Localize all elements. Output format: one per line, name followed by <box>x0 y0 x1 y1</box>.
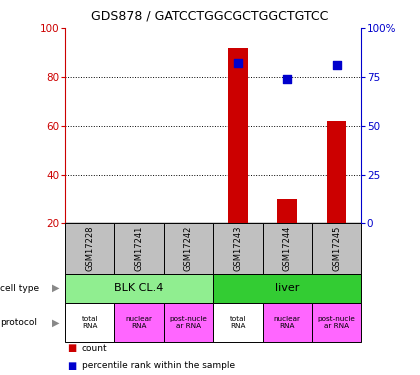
Text: GDS878 / GATCCTGGCGCTGGCTGTCC: GDS878 / GATCCTGGCGCTGGCTGTCC <box>91 9 329 22</box>
Bar <box>277 199 297 223</box>
Text: GSM17244: GSM17244 <box>283 226 291 271</box>
Bar <box>213 274 361 303</box>
Bar <box>213 224 262 274</box>
Text: liver: liver <box>275 283 299 293</box>
Text: GSM17245: GSM17245 <box>332 226 341 271</box>
Text: total
RNA: total RNA <box>81 316 98 329</box>
Bar <box>164 303 213 342</box>
Bar <box>312 224 361 274</box>
Point <box>284 76 291 82</box>
Point <box>234 60 241 66</box>
Text: ■: ■ <box>67 344 76 353</box>
Bar <box>262 224 312 274</box>
Text: nuclear
RNA: nuclear RNA <box>274 316 301 329</box>
Text: count: count <box>82 344 108 353</box>
Text: nuclear
RNA: nuclear RNA <box>126 316 152 329</box>
Text: protocol: protocol <box>0 318 37 327</box>
Bar <box>228 48 248 224</box>
Text: ■: ■ <box>67 361 76 371</box>
Text: total
RNA: total RNA <box>230 316 246 329</box>
Text: cell type: cell type <box>0 284 39 293</box>
Bar <box>114 224 164 274</box>
Point <box>333 62 340 68</box>
Text: ▶: ▶ <box>52 317 60 327</box>
Text: post-nucle
ar RNA: post-nucle ar RNA <box>170 316 207 329</box>
Bar <box>65 303 114 342</box>
Text: ▶: ▶ <box>52 283 60 293</box>
Bar <box>262 303 312 342</box>
Bar <box>327 121 346 224</box>
Bar <box>114 303 164 342</box>
Bar <box>312 303 361 342</box>
Text: BLK CL.4: BLK CL.4 <box>114 283 164 293</box>
Text: post-nucle
ar RNA: post-nucle ar RNA <box>318 316 355 329</box>
Bar <box>65 224 114 274</box>
Text: GSM17241: GSM17241 <box>135 226 144 271</box>
Text: percentile rank within the sample: percentile rank within the sample <box>82 362 235 370</box>
Text: GSM17228: GSM17228 <box>85 226 94 271</box>
Text: GSM17243: GSM17243 <box>234 226 242 271</box>
Bar <box>164 224 213 274</box>
Text: GSM17242: GSM17242 <box>184 226 193 271</box>
Bar <box>65 274 213 303</box>
Bar <box>213 303 262 342</box>
